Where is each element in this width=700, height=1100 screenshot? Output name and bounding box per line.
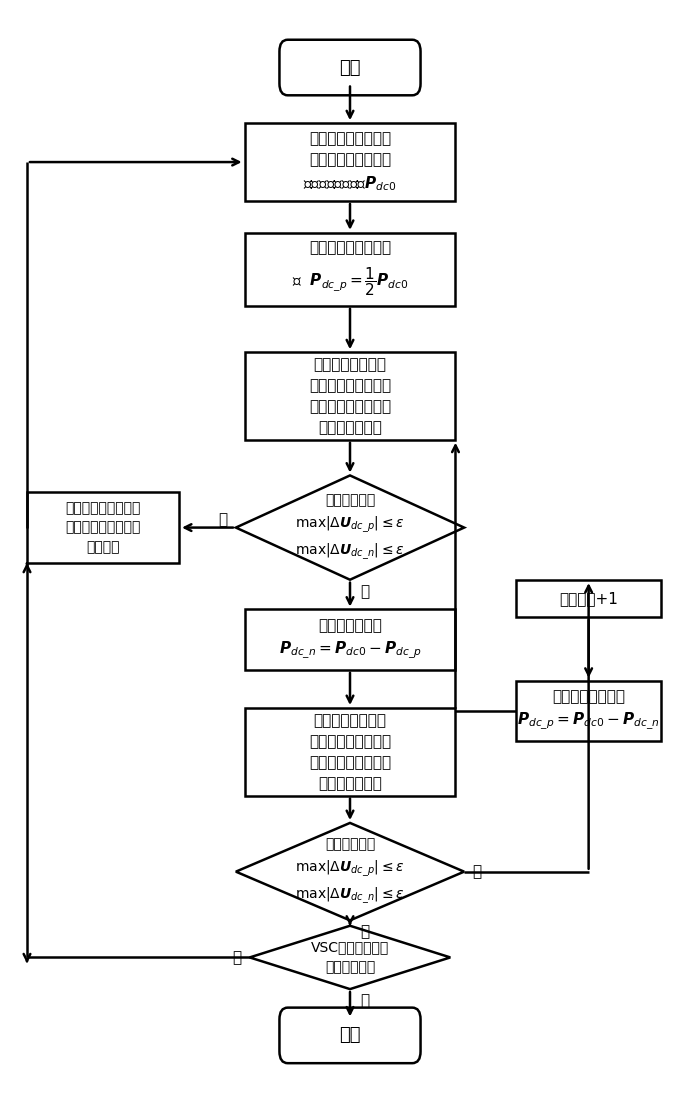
Text: 是: 是: [360, 993, 370, 1009]
Text: 潮流量收敛？
$\max|\Delta \boldsymbol{U}_{dc\_p}|\leq\varepsilon$
$\max|\Delta \boldsy: 潮流量收敛？ $\max|\Delta \boldsymbol{U}_{dc\_…: [295, 494, 405, 561]
Text: 更新正极有功功率
$\boldsymbol{P}_{dc\_p}=\boldsymbol{P}_{dc0}-\boldsymbol{P}_{dc\_n}$: 更新正极有功功率 $\boldsymbol{P}_{dc\_p}=\boldsy…: [517, 690, 660, 733]
Bar: [516, 681, 662, 741]
Text: 否: 否: [360, 584, 370, 598]
Text: 基于节点电流关系
进行负极潮流计算，
得节点电压、节点功
率、电压修正量: 基于节点电流关系 进行负极潮流计算， 得节点电压、节点功 率、电压修正量: [309, 713, 391, 791]
Text: 是: 是: [360, 925, 370, 939]
Text: 迭代次数+1: 迭代次数+1: [559, 591, 618, 606]
Bar: [244, 233, 456, 306]
Text: 完成: 完成: [340, 1026, 360, 1044]
Bar: [27, 493, 179, 563]
Bar: [244, 708, 456, 795]
Text: 对于功率越限换流器
进行节点类型和初始
参数修改: 对于功率越限换流器 进行节点类型和初始 参数修改: [65, 502, 141, 554]
Text: 基于节点电流关系
进行正极潮流计算，
得节点电压、节点功
率、电压修正量: 基于节点电流关系 进行正极潮流计算， 得节点电压、节点功 率、电压修正量: [309, 358, 391, 434]
Bar: [244, 123, 456, 201]
Text: VSC传输功率是否
满足约束条件: VSC传输功率是否 满足约束条件: [311, 940, 389, 975]
Text: 是: 是: [218, 513, 228, 527]
FancyBboxPatch shape: [279, 40, 421, 96]
Bar: [244, 609, 456, 670]
Bar: [516, 580, 662, 617]
Polygon shape: [250, 926, 450, 989]
Text: 开始: 开始: [340, 58, 360, 77]
Polygon shape: [236, 475, 464, 580]
Text: 初始化正极功率设定
值  $\boldsymbol{P}_{dc\_p}=\dfrac{1}{2}\boldsymbol{P}_{dc0}$: 初始化正极功率设定 值 $\boldsymbol{P}_{dc\_p}=\dfr…: [292, 240, 408, 298]
Text: 由节点数据、支路数
据得导纳矩阵和初始
总功率设定值矩阵$\boldsymbol{P}_{dc0}$: 由节点数据、支路数 据得导纳矩阵和初始 总功率设定值矩阵$\boldsymbol…: [303, 131, 397, 192]
Text: 潮流量收敛？
$\max|\Delta \boldsymbol{U}_{dc\_p}|\leq\varepsilon$
$\max|\Delta \boldsy: 潮流量收敛？ $\max|\Delta \boldsymbol{U}_{dc\_…: [295, 838, 405, 905]
Polygon shape: [236, 823, 464, 921]
Text: 更新负极功率值
$\boldsymbol{P}_{dc\_n}=\boldsymbol{P}_{dc0}-\boldsymbol{P}_{dc\_p}$: 更新负极功率值 $\boldsymbol{P}_{dc\_n}=\boldsym…: [279, 618, 421, 661]
Text: 否: 否: [473, 865, 482, 879]
Bar: [244, 352, 456, 440]
Text: 否: 否: [232, 950, 241, 965]
FancyBboxPatch shape: [279, 1008, 421, 1064]
